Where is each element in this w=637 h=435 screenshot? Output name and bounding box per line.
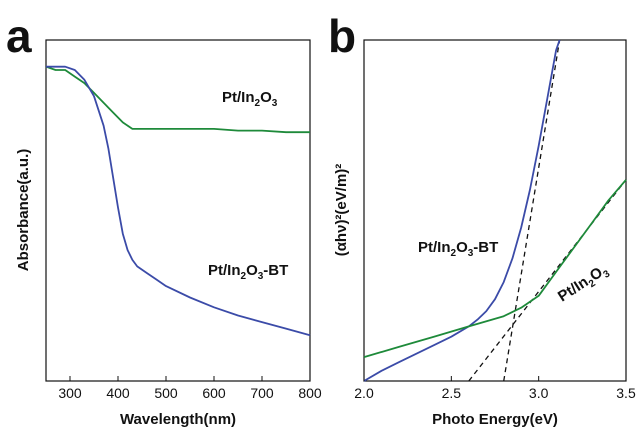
panel-b-x-ticks: 2.0 2.5 3.0 3.5 <box>354 376 636 401</box>
panel-a-plot-area <box>45 65 311 337</box>
series-label-pt-in2o3-bt-b: Pt/In2O3-BT <box>418 239 498 259</box>
linear-fit-line <box>468 179 627 382</box>
series-line <box>363 39 561 382</box>
series-line <box>45 65 310 134</box>
x-tick-label: 3.5 <box>616 385 636 401</box>
linear-fit-line <box>503 39 561 382</box>
panel-a: a 300 400 500 600 700 800 Wavelength(nm) Abso… <box>6 10 322 428</box>
series-label-pt-in2o3-a: Pt/In2O3 <box>222 89 278 109</box>
panel-letter-b: b <box>328 10 356 62</box>
x-tick-label: 2.0 <box>354 385 374 401</box>
panel-b-frame <box>363 39 627 382</box>
x-tick-label: 700 <box>250 385 274 401</box>
panel-a-frame <box>45 39 311 382</box>
panel-a-y-axis-title: Absorbance(a.u.) <box>15 149 32 272</box>
series-line <box>46 65 311 337</box>
panel-b-x-axis-title: Photo Energy(eV) <box>432 411 558 428</box>
panel-letter-a: a <box>6 10 32 62</box>
x-tick-label: 3.0 <box>529 385 549 401</box>
series-label-pt-in2o3-b: Pt/In2O3 <box>555 261 613 308</box>
x-tick-label: 800 <box>298 385 322 401</box>
x-tick-label: 500 <box>154 385 178 401</box>
panel-b-plot-area <box>363 39 627 382</box>
x-tick-label: 400 <box>106 385 130 401</box>
x-tick-label: 600 <box>202 385 226 401</box>
x-tick-label: 300 <box>58 385 82 401</box>
x-tick-label: 2.5 <box>442 385 462 401</box>
panel-a-x-axis-title: Wavelength(nm) <box>120 411 236 428</box>
panel-b: b 2.0 2.5 3.0 3.5 Photo Energy(eV) (αhν)²(e… <box>328 10 636 428</box>
series-line <box>363 179 627 358</box>
panel-b-y-axis-title: (αhν)²(eV/m)² <box>333 164 350 257</box>
series-label-pt-in2o3-bt-a: Pt/In2O3-BT <box>208 262 288 282</box>
panel-a-x-ticks: 300 400 500 600 700 800 <box>58 376 322 401</box>
